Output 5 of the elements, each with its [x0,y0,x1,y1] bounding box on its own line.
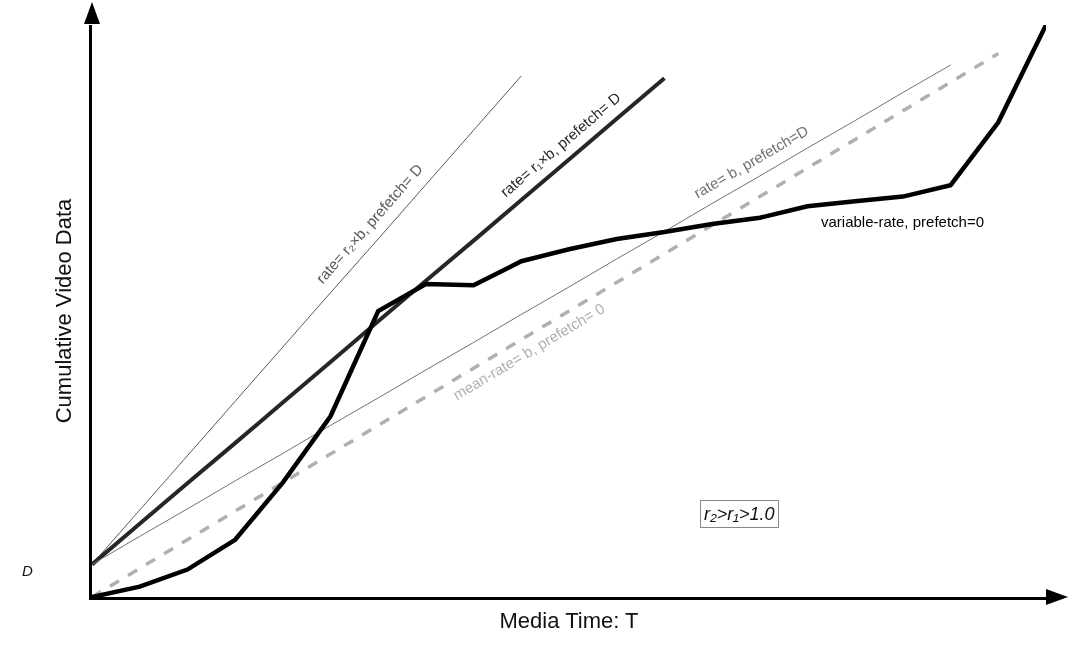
y-axis-title: Cumulative Video Data [51,197,77,424]
annotation: r₂>r₁>1.0 [704,504,775,524]
x-axis-title: Media Time: T [499,608,639,634]
series-label: variable-rate, prefetch=0 [821,213,985,230]
text: D [22,562,33,579]
